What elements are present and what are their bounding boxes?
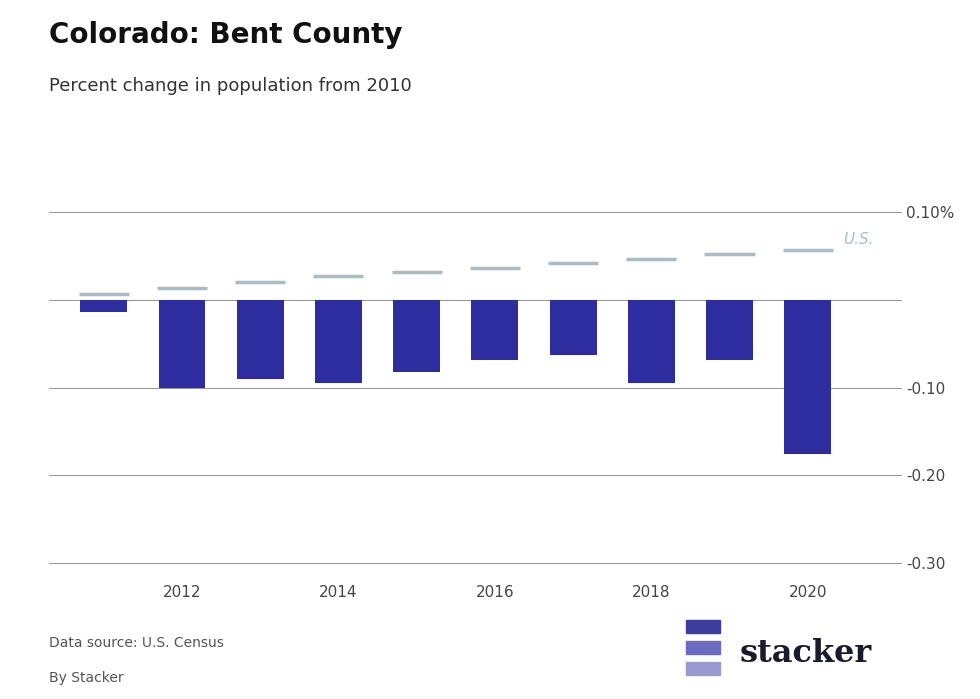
Bar <box>315 300 362 383</box>
Bar <box>550 300 597 355</box>
Bar <box>471 300 518 359</box>
Text: Percent change in population from 2010: Percent change in population from 2010 <box>49 77 412 95</box>
Bar <box>159 300 206 387</box>
Bar <box>628 300 675 383</box>
Bar <box>784 300 831 454</box>
Text: stacker: stacker <box>740 638 872 669</box>
Text: Data source: U.S. Census: Data source: U.S. Census <box>49 636 223 650</box>
Bar <box>80 300 127 312</box>
Text: U.S.: U.S. <box>843 232 873 247</box>
Text: Colorado: Bent County: Colorado: Bent County <box>49 21 403 49</box>
Bar <box>237 300 283 379</box>
Bar <box>706 300 753 359</box>
Bar <box>393 300 440 372</box>
Text: By Stacker: By Stacker <box>49 671 123 685</box>
